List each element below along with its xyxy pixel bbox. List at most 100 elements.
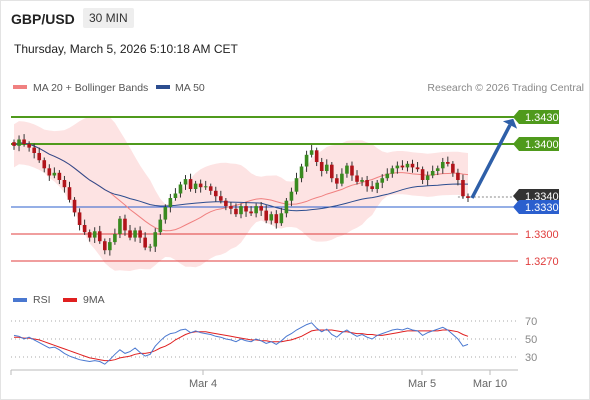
candle: [380, 174, 385, 189]
candle-body: [128, 230, 132, 238]
ma50-legend-swatch: [156, 85, 170, 89]
candle: [148, 243, 152, 252]
candle: [143, 232, 147, 251]
candle-body: [461, 180, 465, 197]
forecast-arrow-shaft: [470, 124, 512, 199]
level-tag-1.3330: 1.3330: [513, 200, 559, 214]
candle: [284, 198, 289, 218]
candle-body: [72, 199, 77, 213]
candle-body: [279, 213, 284, 224]
candle: [435, 165, 440, 176]
candle-body: [299, 166, 304, 179]
candle-body: [400, 165, 405, 168]
candle-body: [82, 225, 87, 233]
candle: [213, 186, 218, 202]
candle-body: [57, 172, 62, 180]
candle: [259, 202, 263, 216]
candle: [405, 161, 410, 172]
candle-body: [314, 150, 319, 162]
candle: [224, 198, 228, 211]
ma20-legend-swatch: [13, 85, 27, 89]
candle-body: [365, 180, 369, 187]
candle-body: [148, 246, 152, 248]
candle: [92, 227, 97, 243]
candle: [360, 177, 364, 186]
candle: [330, 162, 334, 183]
candle: [335, 174, 339, 189]
candle: [133, 227, 137, 242]
candle: [27, 141, 31, 152]
candle-body: [219, 196, 223, 201]
candlesticks: [12, 134, 470, 256]
candle-body: [435, 168, 440, 171]
candle-body: [284, 200, 289, 214]
candle-body: [264, 210, 269, 221]
candle-body: [113, 234, 117, 243]
candle-body: [446, 162, 450, 164]
rsi-tick-label: 50: [525, 334, 537, 346]
candle-body: [254, 206, 258, 214]
candle-body: [410, 163, 415, 168]
x-tick-label: Mar 10: [473, 378, 507, 390]
candle-body: [143, 237, 147, 248]
candle: [62, 175, 67, 193]
candle: [52, 167, 57, 179]
candle-body: [224, 200, 228, 207]
candle-body: [173, 193, 178, 198]
candle-body: [17, 139, 21, 146]
rsi-ma-legend-label: 9MA: [83, 294, 105, 306]
level-tag-bg: [513, 200, 559, 214]
timestamp: Thursday, March 5, 2026 5:10:18 AM CET: [14, 42, 238, 56]
candle: [77, 208, 82, 231]
candle: [299, 163, 304, 183]
rsi-ma-legend-swatch: [63, 298, 77, 302]
candle-body: [294, 178, 299, 192]
candle-body: [163, 207, 168, 220]
candle: [128, 225, 132, 241]
candle-body: [168, 198, 173, 207]
candle: [22, 134, 26, 147]
credit-text: Research © 2026 Trading Central: [427, 82, 584, 94]
candle-body: [229, 206, 233, 209]
candle: [219, 190, 223, 204]
candle-body: [324, 164, 329, 171]
candle-body: [47, 168, 52, 176]
ma20-legend-label: MA 20 + Bollinger Bands: [33, 82, 148, 94]
candle: [97, 225, 102, 244]
candle-body: [108, 242, 112, 251]
x-axis: Mar 4 Mar 5 Mar 10: [10, 370, 507, 390]
rsi-tick-label: 70: [525, 316, 537, 328]
candle: [183, 175, 188, 190]
candle: [178, 181, 183, 198]
candle: [87, 229, 92, 242]
candle-body: [451, 163, 455, 173]
level-tag-bg: [513, 110, 559, 124]
candle-body: [203, 186, 208, 188]
candle: [173, 188, 178, 201]
candle: [390, 165, 395, 178]
candle: [466, 193, 470, 203]
level-value-label: 1.3270: [525, 256, 559, 268]
timeframe-badge[interactable]: 30 MIN: [83, 8, 134, 28]
candle: [193, 180, 198, 194]
level-value-label: 1.3400: [525, 139, 559, 151]
forecast-arrow: [470, 118, 518, 199]
candle: [446, 156, 450, 167]
candle: [153, 228, 158, 252]
candle-body: [138, 230, 142, 238]
candle-body: [67, 187, 72, 200]
candle: [309, 144, 314, 158]
candle: [234, 203, 238, 217]
candle-body: [77, 212, 82, 225]
candle-body: [390, 168, 395, 174]
candle: [163, 204, 168, 224]
candle: [355, 170, 359, 185]
forecast-arrow-head: [502, 118, 518, 129]
candle: [82, 219, 87, 235]
candle-body: [234, 208, 238, 215]
candle: [198, 179, 203, 193]
candle-body: [456, 172, 460, 180]
bollinger-band-fill: [14, 116, 468, 271]
